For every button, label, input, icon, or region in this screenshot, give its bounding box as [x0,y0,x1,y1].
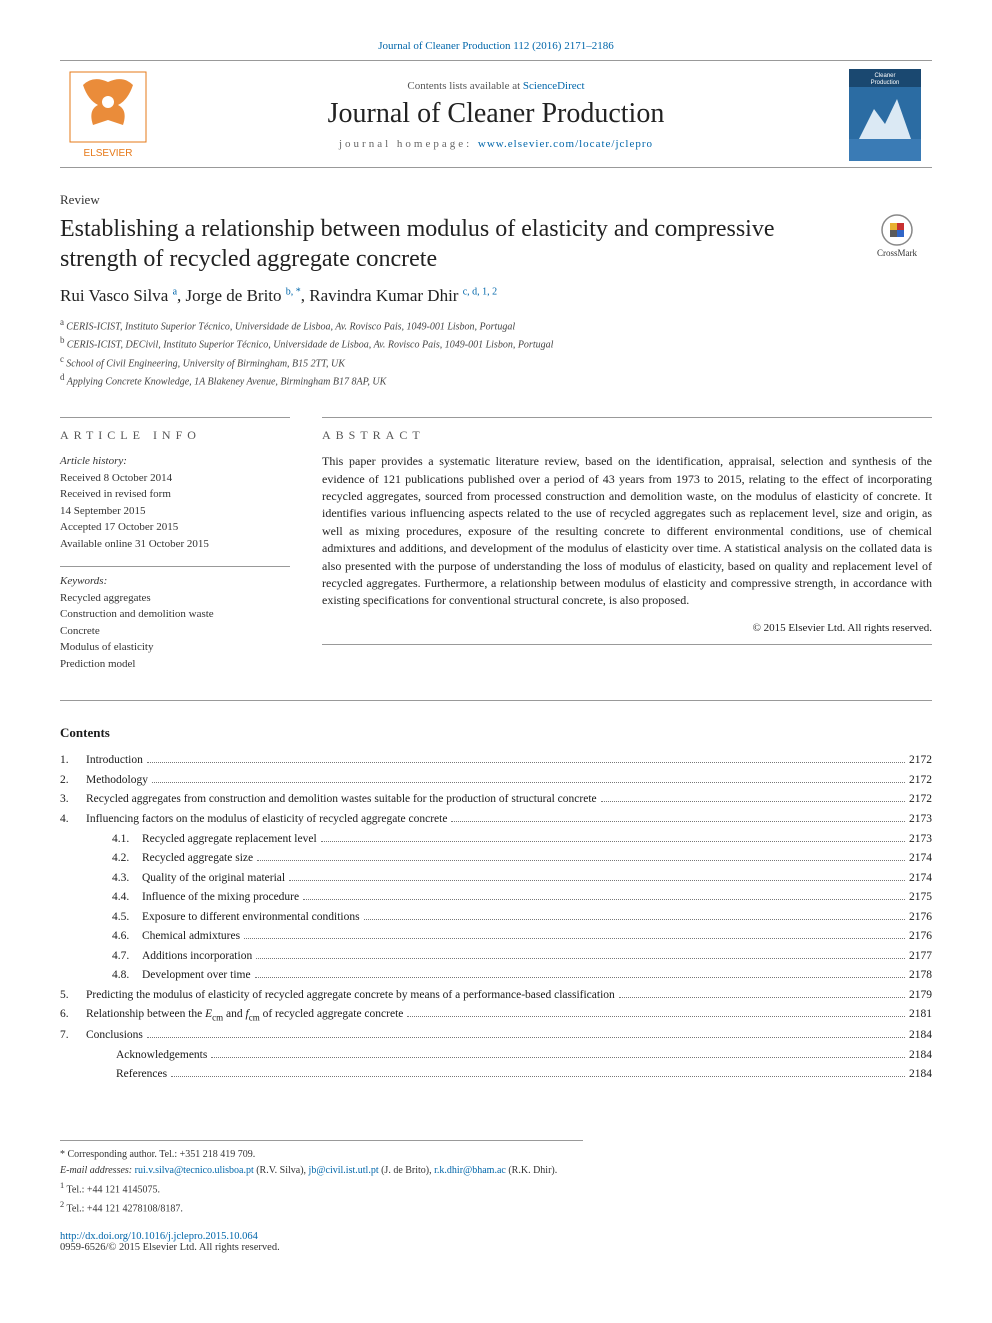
toc-entry[interactable]: 2.Methodology2172 [60,771,932,791]
article-title: Establishing a relationship between modu… [60,214,842,274]
email-link[interactable]: jb@civil.ist.utl.pt [309,1165,379,1176]
toc-entry[interactable]: 4.6.Chemical admixtures2176 [60,927,932,947]
history-line: Accepted 17 October 2015 [60,519,290,536]
homepage-link[interactable]: www.elsevier.com/locate/jclepro [478,138,653,150]
toc-entry[interactable]: 1.Introduction2172 [60,751,932,771]
journal-reference: Journal of Cleaner Production 112 (2016)… [60,40,932,52]
keywords: Keywords: Recycled aggregatesConstructio… [60,566,290,672]
abstract-text: This paper provides a systematic literat… [322,453,932,610]
toc-entry[interactable]: 4.3.Quality of the original material2174 [60,869,932,889]
toc-entry[interactable]: References2184 [60,1065,932,1085]
doi-link[interactable]: http://dx.doi.org/10.1016/j.jclepro.2015… [60,1231,258,1242]
toc-entry[interactable]: Acknowledgements2184 [60,1046,932,1066]
toc-entry[interactable]: 5.Predicting the modulus of elasticity o… [60,986,932,1006]
crossmark-badge[interactable]: CrossMark [862,214,932,258]
table-of-contents: 1.Introduction21722.Methodology21723.Rec… [60,751,932,1084]
masthead: ELSEVIER Contents lists available at Sci… [60,61,932,168]
author: Ravindra Kumar Dhir c, d, 1, 2 [309,286,497,305]
keyword: Modulus of elasticity [60,639,290,656]
svg-text:ELSEVIER: ELSEVIER [83,148,132,159]
journal-ref-link[interactable]: Journal of Cleaner Production 112 (2016)… [378,40,613,52]
author: Jorge de Brito b, * [186,286,301,305]
sciencedirect-link[interactable]: ScienceDirect [523,80,585,92]
doi: http://dx.doi.org/10.1016/j.jclepro.2015… [60,1231,932,1242]
author: Rui Vasco Silva a [60,286,177,305]
email-link[interactable]: rui.v.silva@tecnico.ulisboa.pt [135,1165,254,1176]
email-addresses: E-mail addresses: rui.v.silva@tecnico.ul… [60,1163,583,1179]
crossmark-label: CrossMark [877,248,917,258]
abstract-head: ABSTRACT [322,417,932,443]
toc-entry[interactable]: 4.7.Additions incorporation2177 [60,947,932,967]
article-history: Article history: Received 8 October 2014… [60,453,290,552]
toc-entry[interactable]: 3.Recycled aggregates from construction … [60,790,932,810]
svg-text:Production: Production [870,80,899,86]
toc-entry[interactable]: 6.Relationship between the Ecm and fcm o… [60,1005,932,1026]
history-line: 14 September 2015 [60,503,290,520]
footnotes: * Corresponding author. Tel.: +351 218 4… [60,1140,583,1218]
contents-head: Contents [60,725,932,741]
article-type: Review [60,192,932,208]
corresponding-author: * Corresponding author. Tel.: +351 218 4… [60,1147,583,1163]
toc-entry[interactable]: 4.1.Recycled aggregate replacement level… [60,830,932,850]
toc-entry[interactable]: 4.4.Influence of the mixing procedure217… [60,888,932,908]
affiliations: a CERIS-ICIST, Instituto Superior Técnic… [60,316,932,389]
svg-text:Cleaner: Cleaner [874,73,895,79]
toc-entry[interactable]: 7.Conclusions2184 [60,1026,932,1046]
keyword: Prediction model [60,656,290,673]
affiliation: a CERIS-ICIST, Instituto Superior Técnic… [60,316,932,334]
affiliation: c School of Civil Engineering, Universit… [60,353,932,371]
authors: Rui Vasco Silva a, Jorge de Brito b, *, … [60,286,932,306]
journal-homepage: journal homepage: www.elsevier.com/locat… [155,138,837,150]
article-info-head: ARTICLE INFO [60,417,290,443]
keyword: Construction and demolition waste [60,606,290,623]
toc-entry[interactable]: 4.5.Exposure to different environmental … [60,908,932,928]
affiliation: d Applying Concrete Knowledge, 1A Blaken… [60,371,932,389]
journal-cover-thumb: Cleaner Production [849,69,921,161]
divider [60,700,932,701]
toc-entry[interactable]: 4.Influencing factors on the modulus of … [60,810,932,830]
toc-entry[interactable]: 4.2.Recycled aggregate size2174 [60,849,932,869]
history-line: Received in revised form [60,486,290,503]
tel-footnote: 1 Tel.: +44 121 4145075. [60,1179,583,1198]
journal-title: Journal of Cleaner Production [155,98,837,130]
abstract-copyright: © 2015 Elsevier Ltd. All rights reserved… [322,622,932,634]
tel-footnote: 2 Tel.: +44 121 4278108/8187. [60,1198,583,1217]
history-line: Received 8 October 2014 [60,470,290,487]
history-line: Available online 31 October 2015 [60,536,290,553]
email-link[interactable]: r.k.dhir@bham.ac [434,1165,506,1176]
keyword: Concrete [60,623,290,640]
crossmark-icon [881,214,913,246]
sciencedirect-line: Contents lists available at ScienceDirec… [155,80,837,92]
elsevier-logo: ELSEVIER [68,70,148,160]
toc-entry[interactable]: 4.8.Development over time2178 [60,966,932,986]
affiliation: b CERIS-ICIST, DECivil, Instituto Superi… [60,334,932,352]
keyword: Recycled aggregates [60,590,290,607]
bottom-copyright: 0959-6526/© 2015 Elsevier Ltd. All right… [60,1242,932,1253]
